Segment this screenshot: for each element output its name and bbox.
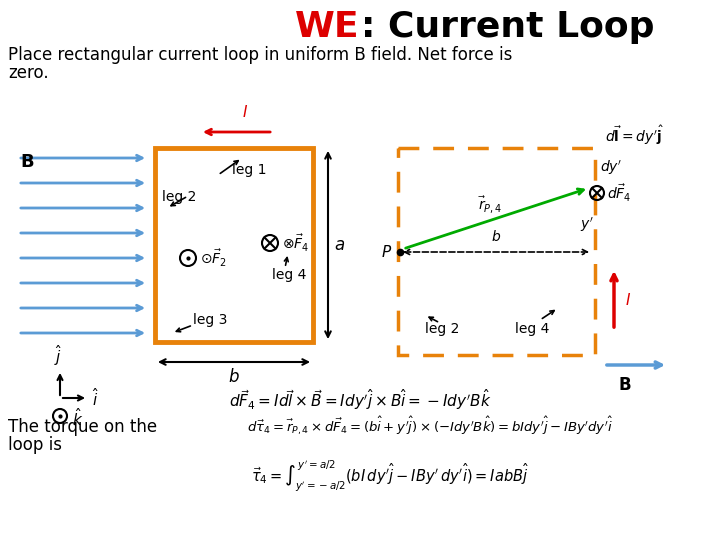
Text: leg 2: leg 2 bbox=[425, 322, 459, 336]
Text: $dy'$: $dy'$ bbox=[600, 159, 622, 177]
Text: $d\vec{\mathbf{l}} = dy'\hat{\mathbf{j}}$: $d\vec{\mathbf{l}} = dy'\hat{\mathbf{j}}… bbox=[605, 123, 664, 147]
Text: The torque on the: The torque on the bbox=[8, 418, 157, 436]
Bar bbox=[398, 148, 595, 355]
Text: $d\vec{F}_4 = Id\vec{l}\times\vec{B} = Idy'\hat{j}\times B\hat{i} = -Idy'B\hat{k: $d\vec{F}_4 = Id\vec{l}\times\vec{B} = I… bbox=[229, 387, 491, 412]
Text: leg 4: leg 4 bbox=[272, 268, 307, 282]
Text: leg 3: leg 3 bbox=[193, 313, 228, 327]
Text: Place rectangular current loop in uniform B field. Net force is: Place rectangular current loop in unifor… bbox=[8, 46, 513, 64]
Text: zero.: zero. bbox=[8, 64, 49, 82]
Text: $\vec{\tau}_4 = \int_{y'=-a/2}^{y'=a/2} (bI\,dy'\hat{j} - IBy'\,dy'\hat{i}) = Ia: $\vec{\tau}_4 = \int_{y'=-a/2}^{y'=a/2} … bbox=[251, 458, 529, 494]
Text: $b$: $b$ bbox=[491, 229, 501, 244]
Text: $\mathit{I}$: $\mathit{I}$ bbox=[625, 292, 631, 308]
Text: $\hat{j}$: $\hat{j}$ bbox=[54, 343, 62, 368]
Text: $P$: $P$ bbox=[381, 244, 392, 260]
Text: $\mathit{I}$: $\mathit{I}$ bbox=[242, 104, 248, 120]
Text: leg 2: leg 2 bbox=[162, 190, 197, 204]
Text: $d\vec{\tau}_4 = \vec{r}_{P,4}\times d\vec{F}_4 = (b\hat{i}+y'\hat{j})\times(-Id: $d\vec{\tau}_4 = \vec{r}_{P,4}\times d\v… bbox=[247, 415, 613, 437]
Text: $d\vec{F}_4$: $d\vec{F}_4$ bbox=[607, 183, 631, 204]
Text: $\hat{k}$: $\hat{k}$ bbox=[72, 407, 84, 429]
Text: $\mathbf{B}$: $\mathbf{B}$ bbox=[20, 153, 35, 171]
Text: $\otimes\vec{F}_4$: $\otimes\vec{F}_4$ bbox=[282, 233, 310, 253]
Text: $y'$: $y'$ bbox=[580, 216, 594, 234]
Text: $a$: $a$ bbox=[334, 236, 345, 254]
Text: leg 1: leg 1 bbox=[232, 163, 266, 177]
Text: $\mathbf{B}$: $\mathbf{B}$ bbox=[618, 376, 631, 394]
Text: $\odot\vec{F}_2$: $\odot\vec{F}_2$ bbox=[200, 247, 227, 268]
Text: $b$: $b$ bbox=[228, 368, 240, 386]
Text: WE: WE bbox=[295, 10, 360, 44]
Text: loop is: loop is bbox=[8, 436, 62, 454]
Text: leg 4: leg 4 bbox=[515, 322, 549, 336]
Text: $\vec{r}_{P,4}$: $\vec{r}_{P,4}$ bbox=[478, 195, 502, 215]
Text: $\hat{i}$: $\hat{i}$ bbox=[92, 387, 99, 409]
Bar bbox=[155, 148, 313, 342]
Text: : Current Loop: : Current Loop bbox=[361, 10, 654, 44]
